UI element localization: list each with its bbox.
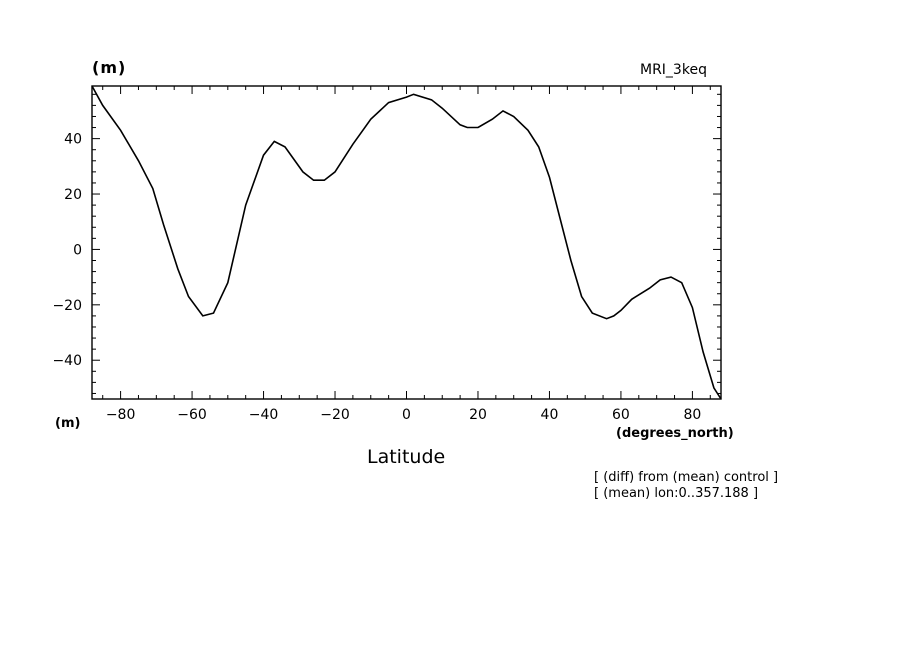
- x-tick-label: 20: [469, 407, 487, 423]
- x-tick-label: 40: [541, 407, 559, 423]
- note-mean: [ (mean) lon:0..357.188 ]: [594, 486, 759, 501]
- x-axis-units: (degrees_north): [616, 426, 734, 441]
- x-tick-label: 80: [683, 407, 701, 423]
- x-tick-label: −80: [106, 407, 136, 423]
- axis-ticks: [92, 86, 721, 399]
- y-units-top: (m): [92, 58, 127, 77]
- x-tick-label: 0: [402, 407, 411, 423]
- data-series-line: [91, 85, 722, 400]
- x-axis-label: Latitude: [367, 446, 446, 468]
- plot-frame: [91, 85, 722, 400]
- note-diff: [ (diff) from (mean) control ]: [594, 470, 779, 485]
- y-tick-label: −40: [52, 353, 82, 369]
- x-tick-label: −60: [177, 407, 207, 423]
- y-tick-label: 0: [73, 242, 82, 258]
- y-tick-label: −20: [52, 298, 82, 314]
- tick-labels: −80 −60 −40 −20 0 20 40 60 80 −40 −20 0 20 40: [52, 132, 701, 423]
- x-tick-label: −20: [320, 407, 350, 423]
- x-tick-label: −40: [249, 407, 279, 423]
- y-tick-label: 20: [64, 187, 82, 203]
- y-tick-label: 40: [64, 132, 82, 148]
- model-name: MRI_3keq: [640, 62, 707, 78]
- x-tick-label: 60: [612, 407, 630, 423]
- y-units-left: (m): [55, 416, 81, 431]
